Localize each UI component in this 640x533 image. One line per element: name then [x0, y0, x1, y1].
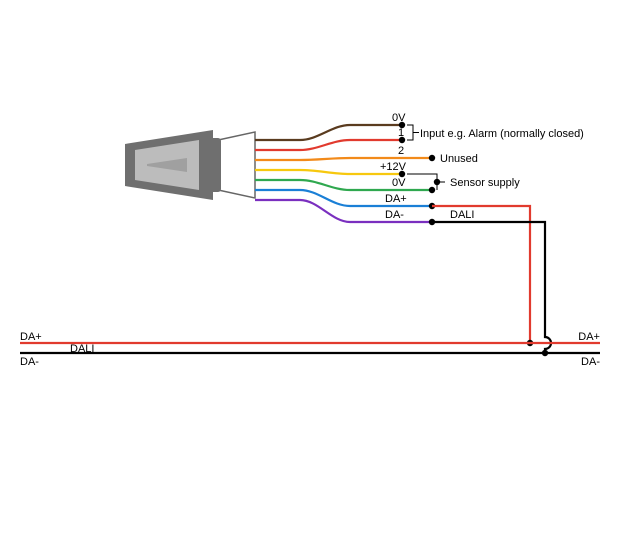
bus-right-da-plus: DA+: [578, 331, 600, 343]
wiring-diagram: 0V 1 2 +12V 0V DA+ DA- Input e.g. Alarm (normal…: [0, 0, 640, 533]
drop-da-plus: [432, 206, 530, 343]
label-sensor: Sensor supply: [450, 177, 520, 189]
bus-right-da-minus: DA-: [581, 356, 600, 368]
bus-center-label: DALI: [70, 343, 94, 355]
wire-label-blue: DA+: [385, 193, 407, 205]
label-unused: Unused: [440, 153, 478, 165]
label-alarm: Input e.g. Alarm (normally closed): [420, 128, 584, 140]
wire-label-orange: 2: [398, 145, 404, 157]
bus-left-da-minus: DA-: [20, 356, 39, 368]
wire-orange: [255, 158, 432, 160]
bus-left-da-plus: DA+: [20, 331, 42, 343]
wire-brown: [255, 125, 402, 140]
wire-label-red: 1: [398, 127, 404, 139]
drop-da-minus: [432, 222, 551, 353]
label-dali-tap: DALI: [450, 209, 474, 221]
wire-label-brown: 0V: [392, 112, 406, 124]
wire-label-yellow: +12V: [380, 161, 407, 173]
wire-label-green: 0V: [392, 177, 406, 189]
wire-label-purple: DA-: [385, 209, 404, 221]
wire-red: [255, 140, 402, 150]
